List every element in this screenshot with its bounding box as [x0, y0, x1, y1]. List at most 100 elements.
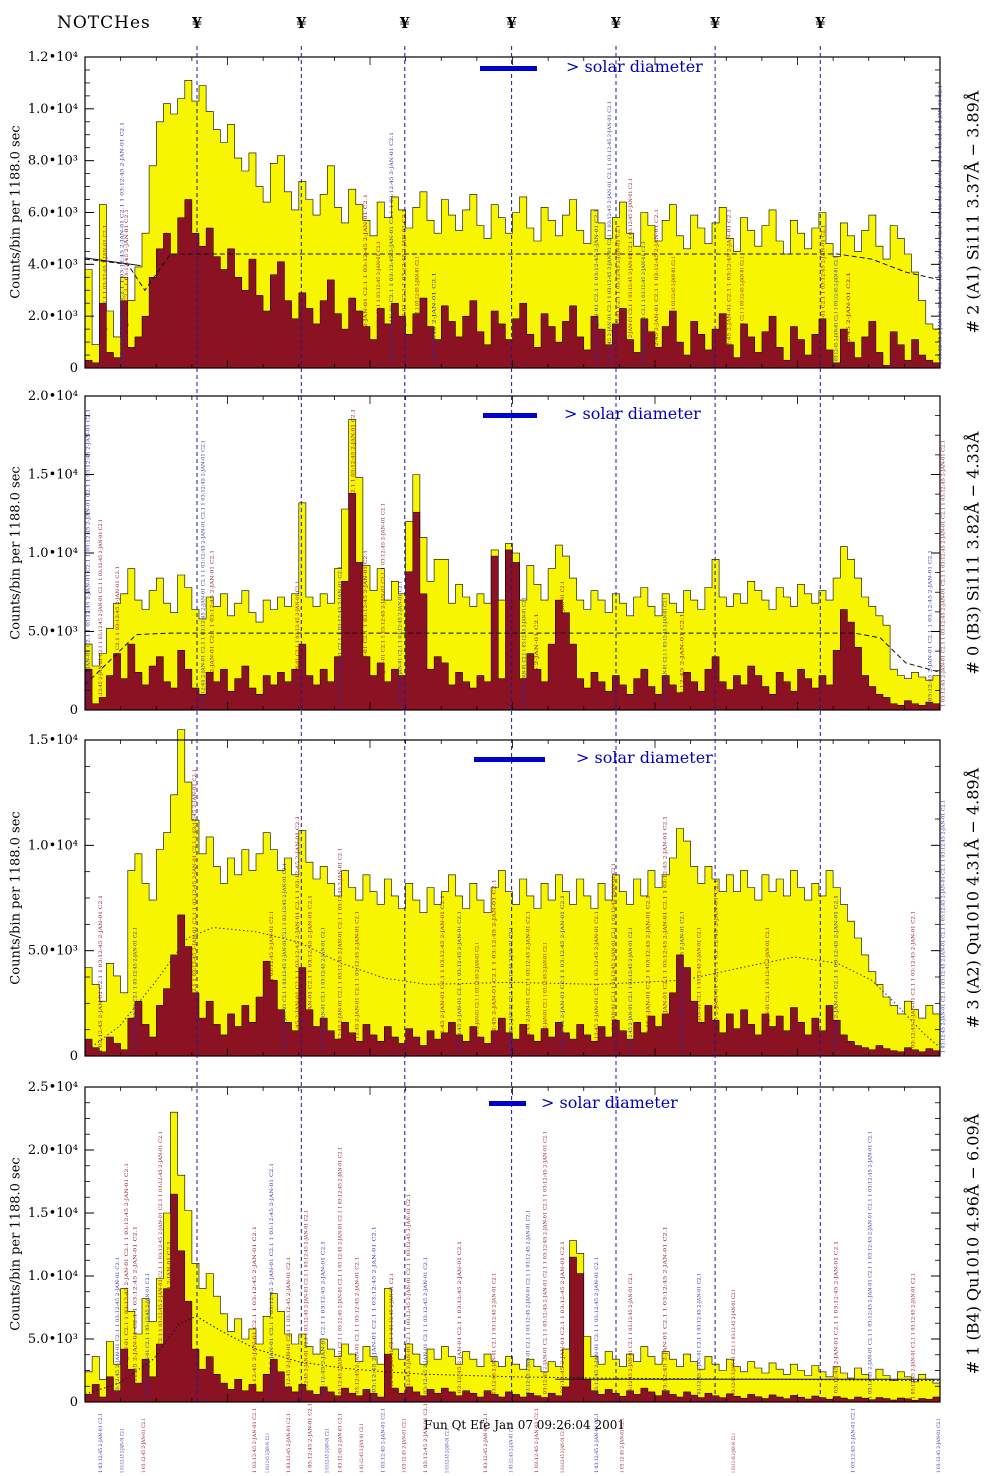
annotation-text: 1 03:12:45 2-JAN-01 C2.1 1 03:12:45 2-JA… — [594, 911, 600, 1053]
annotation-text: 1 03:12:45 2-JAN-01 C2.1 1 03:12:45 2-JA… — [124, 209, 130, 365]
solar-diameter-bar — [489, 1101, 526, 1106]
annotation-text: 1 03:12:45 2-JAN-01 C2.1 1 03:12:45 2-JA… — [697, 927, 703, 1053]
annotation-text: 1 03:12:45 2-JAN-01 C2.1 1 03:12:45 2-JA… — [628, 178, 634, 365]
annotation-text: 1 03:12:45 2-JAN-01 C2.1 1 03:12:45 2-JA… — [389, 132, 395, 365]
annotation-text: 1 03:12:45 2-JAN-01 C2.1 1 03:12:45 2-JA… — [714, 879, 720, 1053]
annotation-text: 1 03:12:45 2-JAN-01 C2.1 1 03:12:45 2-JA… — [119, 122, 125, 365]
annotation-text: 1 03:12:45 2-JAN-01 C2.1 1 03:12:45 2-JA… — [628, 1273, 634, 1399]
annotation-text: 1 03:12:45 2-JAN-01 C2.1 1 03:12:45 2-JA… — [526, 911, 532, 1053]
annotation-text: 1 03:12:45 2-JAN-01 C2.1 1 03:12:45 2-JA… — [98, 519, 104, 707]
y-tick-label: 1.0•10⁴ — [28, 838, 78, 853]
annotation-text: 1 03:12:45 2-JAN-01 C2.1 1 03:12:45 2-JA… — [607, 101, 613, 365]
annotation-text: 1 03:12:45 2-JAN-01 C2.1 1 03:12:45 2-JA… — [654, 209, 660, 365]
y-tick-label: 5.0•10³ — [28, 1332, 78, 1347]
annotation-text: 1 03:12:45 2-JAN-01 C2.1 1 03:12:45 2-JA… — [145, 1273, 151, 1399]
annotation-text: 1 03:12:45 2-JAN-01 C2.1 — [620, 1418, 626, 1473]
annotation-text: 1 03:12:45 2-JAN-01 C2.1 1 03:12:45 2-JA… — [739, 256, 745, 365]
annotation-text: 1 03:12:45 2-JAN-01 C2.1 1 03:12:45 2-JA… — [338, 566, 344, 707]
annotation-text: 1 03:12:45 2-JAN-01 C2.1 1 03:12:45 2-JA… — [124, 1163, 130, 1399]
y-tick-label: 6.0•10³ — [28, 206, 78, 221]
annotation-text: 1 03:12:45 2-JAN-01 C2.1 1 03:12:45 2-JA… — [414, 256, 420, 365]
solar-diameter-label: > solar diameter — [564, 404, 701, 423]
annotation-text: 1 03:12:45 2-JAN-01 C2.1 1 03:12:45 2-JA… — [560, 581, 566, 707]
solar-diameter-bar — [474, 757, 545, 762]
annotation-text: 1 03:12:45 2-JAN-01 C2.1 1 03:12:45 2-JA… — [115, 1257, 121, 1399]
annotation-text: 1 03:12:45 2-JAN-01 C2.1 1 03:12:45 2-JA… — [308, 895, 314, 1053]
below-axis-annotations: 1 03:12:45 2-JAN-01 C2.1 1 03:12:45 2-JAN… — [98, 1403, 942, 1473]
annotation-text: 1 03:12:45 2-JAN-01 C2.1 1 03:12:45 2-JA… — [833, 895, 839, 1053]
annotation-text: 1 03:12:45 2-JAN-01 C2.1 1 03:12:45 2-JA… — [115, 566, 121, 707]
annotation-text: 1 03:12:45 2-JAN-01 C2.1 1 03:12:45 2-JA… — [680, 911, 686, 1053]
y-tick-label: 2.5•10⁴ — [28, 1080, 78, 1095]
y-tick-label: 2.0•10⁴ — [28, 1143, 78, 1158]
annotation-text: 1 03:12:45 2-JAN-01 C2.1 1 03:12:45 2-JA… — [543, 1131, 549, 1399]
annotation-text: 1 03:12:45 2-JAN-01 C2.1 1 03:12:45 2-JA… — [938, 85, 944, 365]
annotation-text: 1 03:12:45 2-JAN-01 C2.1 1 03:12:45 2-JA… — [821, 225, 827, 365]
annotation-text: 1 03:12:45 2-JAN-01 C2.1 — [680, 613, 686, 707]
y-tick-label: 1.5•10⁴ — [28, 733, 78, 748]
annotation-text: 1 03:12:45 2-JAN-01 C2.1 1 03:12:45 2-JA… — [457, 911, 463, 1053]
annotation-text: 1 03:12:45 2-JAN-01 C2.1 1 03:12:45 2-JA… — [397, 581, 403, 707]
y-tick-label: 0 — [70, 703, 78, 718]
annotation-text: 1 03:12:45 2-JAN-01 C2.1 1 03:12:45 2-JA… — [560, 895, 566, 1053]
annotation-text: 1 03:12:45 2-JAN-01 C2.1 1 03:12:45 2-JA… — [927, 550, 933, 707]
annotation-text: 1 03:12:45 2-JAN-01 C2.1 1 03:12:45 2-JA… — [662, 816, 668, 1053]
y-tick-label: 8.0•10³ — [28, 154, 78, 169]
component-histogram — [84, 493, 941, 711]
annotation-text: 1 03:12:45 2-JAN-01 C2.1 1 03:12:45 2-JA… — [355, 1257, 361, 1399]
annotation-text: 1 03:12:45 2-JAN-01 C2.1 1 03:12:45 2-JA… — [611, 863, 617, 1053]
y-tick-label: 5.0•10³ — [28, 625, 78, 640]
component-histogram — [84, 914, 941, 1057]
annotation-text: 1 03:12:45 2-JAN-01 C2.1 1 03:12:45 2-JA… — [192, 769, 198, 1053]
y-tick-label: 4.0•10³ — [28, 257, 78, 272]
annotation-text: 1 03:12:45 2-JAN-01 C2.1 — [851, 1408, 857, 1473]
annotation-text: 1 03:12:45 2-JAN-01 C2.1 — [731, 1433, 737, 1473]
annotation-text: 1 03:12:45 2-JAN-01 C2.1 1 03:12:45 2-JA… — [282, 863, 288, 1053]
annotation-text: 1 03:12:45 2-JAN-01 C2.1 1 03:12:45 2-JA… — [940, 440, 946, 707]
y-tick-label: 1.0•10⁴ — [28, 1269, 78, 1284]
y-axis-label-panel1: Counts/bin per 1188.0 sec — [8, 125, 24, 299]
panel-2: 0 5.0•10³ 1.0•10⁴ 1.5•10⁴ 2.0•10⁴ 1 03:12:45 … — [28, 389, 946, 718]
y-tick-label: 1.0•10⁴ — [28, 546, 78, 561]
notch-symbol: ¥ — [610, 14, 622, 32]
y-tick-label: 0 — [70, 361, 78, 376]
annotation-text: 1 03:12:45 2-JAN-01 C2.1 — [380, 1408, 386, 1473]
annotation-text: 1 03:12:45 2-JAN-01 C2.1 1 03:12:45 2-JA… — [731, 1289, 737, 1399]
annotation-text: 1 03:12:45 2-JAN-01 C2.1 1 03:12:45 2-JA… — [269, 1163, 275, 1399]
overlay-dash-curve — [84, 926, 941, 1053]
annotation-text: 1 03:12:45 2-JAN-01 C2.1 1 03:12:45 2-JA… — [338, 848, 344, 1053]
annotation-text: 1 03:12:45 2-JAN-01 C2.1 — [936, 1418, 942, 1473]
annotation-text: 1 03:12:45 2-JAN-01 C2.1 1 03:12:45 2-JA… — [543, 942, 549, 1053]
annotation-text: 1 03:12:45 2-JAN-01 C2.1 1 03:12:45 2-JA… — [594, 209, 600, 365]
annotation-text: 1 03:12:45 2-JAN-01 C2.1 1 03:12:45 2-JA… — [303, 1210, 309, 1399]
overlay-dash-curve — [84, 1315, 941, 1395]
overlay-dash-curve — [84, 632, 941, 686]
annotation-text: 1 03:12:45 2-JAN-01 C2.1 — [444, 1428, 450, 1473]
annotation-text: 1 03:12:45 2-JAN-01 C2.1 1 03:12:45 2-JA… — [132, 927, 138, 1053]
y-axis-label-panel2: Counts/bin per 1188.0 sec — [8, 466, 24, 640]
annotation-text: 1 03:12:45 2-JAN-01 C2.1 1 03:12:45 2-JA… — [363, 550, 369, 707]
annotation-text: 1 03:12:45 2-JAN-01 C2.1 1 03:12:45 2-JA… — [662, 597, 668, 707]
y-tick-label: 1.5•10⁴ — [28, 468, 78, 483]
annotation-text: 1 03:12:45 2-JAN-01 C2.1 — [308, 1403, 314, 1473]
annotation-text: 1 03:12:45 2-JAN-01 C2.1 — [359, 1423, 365, 1473]
annotation-text: 1 03:12:45 2-JAN-01 C2.1 — [141, 1418, 147, 1473]
solar-diameter-label: > solar diameter — [566, 57, 703, 76]
annotation-text: 1 03:12:45 2-JAN-01 C2.1 — [483, 1413, 489, 1473]
annotation-text: 1 03:12:45 2-JAN-01 C2.1 1 03:12:45 2-JA… — [158, 1131, 164, 1399]
overlay-dash-curve — [84, 253, 941, 292]
annotation-text: 1 03:12:45 2-JAN-01 C2.1 1 03:12:45 2-JA… — [521, 597, 527, 707]
annotation-text: 1 03:12:45 2-JAN-01 C2.1 1 03:12:45 2-JA… — [560, 1241, 566, 1399]
annotation-text: 1 03:12:45 2-JAN-01 C2.1 1 03:12:45 2-JA… — [628, 927, 634, 1053]
annotation-text: 1 03:12:45 2-JAN-01 C2.1 — [252, 1408, 258, 1473]
y-tick-label: 1.5•10⁴ — [28, 1206, 78, 1221]
annotation-text: 1 03:12:45 2-JAN-01 C2.1 1 03:12:45 2-JA… — [209, 550, 215, 707]
annotation-text: 1 03:12:45 2-JAN-01 C2.1 — [119, 1428, 125, 1473]
annotation-text: 1 03:12:45 2-JAN-01 C2.1 1 03:12:45 2-JA… — [85, 409, 91, 707]
annotation-text: 1 03:12:45 2-JAN-01 C2.1 — [98, 1413, 104, 1473]
annotation-text: 1 03:12:45 2-JAN-01 C2.1 1 03:12:45 2-JA… — [380, 503, 386, 707]
annotation-text: 1 03:12:45 2-JAN-01 C2.1 1 03:12:45 2-JA… — [491, 879, 497, 1053]
annotation-text: 1 03:12:45 2-JAN-01 C2.1 1 03:12:45 2-JA… — [167, 1241, 173, 1399]
y-axis-label-panel3: Counts/bin per 1188.0 sec — [8, 811, 24, 985]
